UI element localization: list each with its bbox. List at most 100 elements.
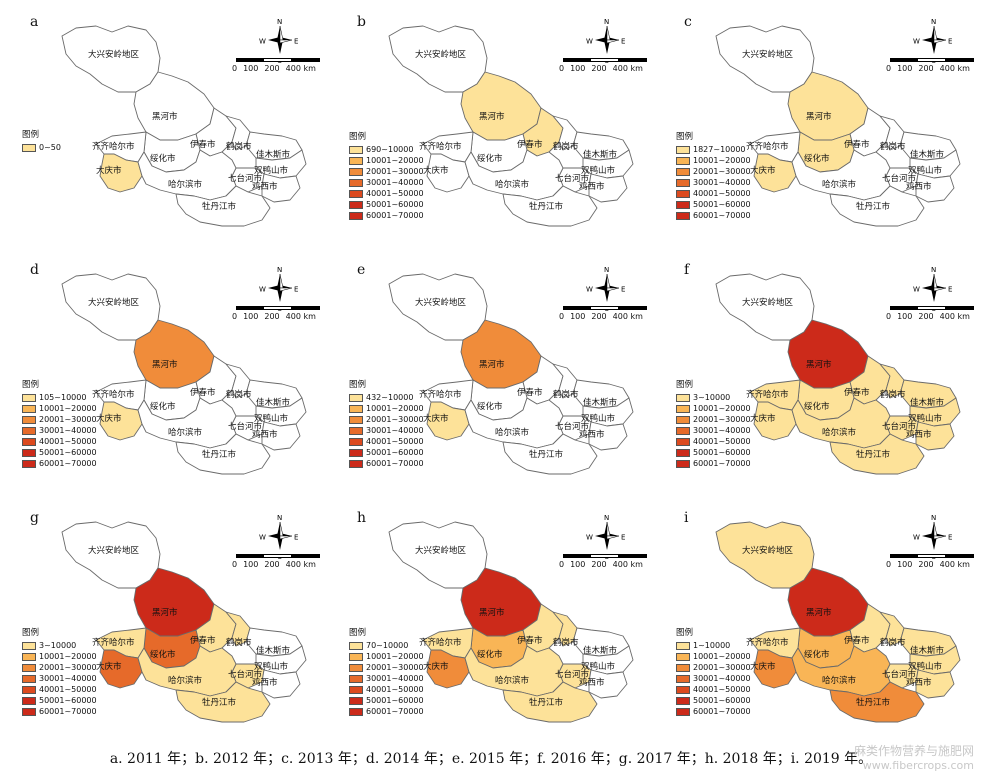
scale-labels: 0 100 200 400 km bbox=[232, 64, 322, 73]
legend-label: 40001~50000 bbox=[39, 685, 97, 694]
city-label-jixi: 鸡西市 bbox=[252, 182, 278, 192]
watermark: 麻类作物营养与施肥网 www.fibercrops.com bbox=[854, 742, 974, 772]
legend-item: 30001~40000 bbox=[22, 673, 97, 684]
legend-label: 50001~60000 bbox=[39, 696, 97, 705]
scale-bar: 0 100 200 400 km bbox=[232, 306, 320, 328]
region-mudanjiang bbox=[829, 433, 925, 475]
city-label-daxinganling: 大兴安岭地区 bbox=[742, 546, 794, 556]
city-label-daqing: 大庆市 bbox=[750, 166, 776, 176]
legend-swatch bbox=[349, 437, 363, 446]
legend-item: 1827~10000 bbox=[676, 144, 751, 155]
scale-bar: 0 100 200 400 km bbox=[232, 58, 320, 80]
legend-label: 30001~40000 bbox=[39, 426, 97, 435]
city-label-heihe: 黑河市 bbox=[806, 608, 832, 618]
city-label-jixi: 鸡西市 bbox=[579, 430, 605, 440]
region-hegang bbox=[552, 611, 578, 647]
city-label-daqing: 大庆市 bbox=[96, 414, 122, 424]
compass-e: E bbox=[294, 534, 298, 542]
legend-label: 3~10000 bbox=[39, 641, 77, 650]
legend-label: 20001~30000 bbox=[693, 415, 751, 424]
legend-label: 20001~30000 bbox=[39, 663, 97, 672]
scale-label: 100 bbox=[570, 312, 586, 321]
legend-item: 40001~50000 bbox=[349, 684, 424, 695]
scale-label: 0 bbox=[232, 312, 238, 321]
legend-label: 50001~60000 bbox=[693, 200, 751, 209]
city-label-heihe: 黑河市 bbox=[152, 112, 178, 122]
region-hegang bbox=[879, 611, 905, 647]
map-panel-f: 大兴安岭地区 黑河市 齐齐哈尔市 绥化市 伊春市 鹤岗市 佳木斯市 双鸭山市 七台河市 鸡西市 大庆… bbox=[654, 248, 981, 493]
scale-bar: 0 100 200 400 km bbox=[559, 306, 647, 328]
legend-swatch bbox=[676, 156, 690, 165]
city-label-heihe: 黑河市 bbox=[152, 360, 178, 370]
legend-label: 30001~40000 bbox=[693, 426, 751, 435]
city-label-jiamusi: 佳木斯市 bbox=[910, 150, 945, 160]
compass-w: W bbox=[913, 286, 920, 294]
legend-swatch bbox=[22, 143, 36, 152]
city-label-suihua: 绥化市 bbox=[150, 154, 176, 164]
region-jixi bbox=[261, 421, 301, 451]
region-daqing bbox=[753, 649, 797, 689]
legend-swatch bbox=[349, 674, 363, 683]
map-legend: 图例 1827~10000 10001~20000 20001~30000 30001~… bbox=[676, 130, 751, 221]
legend-item: 0~50 bbox=[22, 142, 61, 153]
region-daqing bbox=[426, 401, 470, 441]
scale-label: 200 bbox=[918, 64, 934, 73]
scale-label: 0 bbox=[559, 312, 565, 321]
legend-item: 50001~60000 bbox=[676, 447, 751, 458]
city-label-daxinganling: 大兴安岭地区 bbox=[742, 298, 794, 308]
city-label-mudanjiang: 牡丹江市 bbox=[202, 202, 237, 212]
legend-item: 40001~50000 bbox=[676, 188, 751, 199]
city-label-yichun: 伊春市 bbox=[517, 140, 543, 150]
legend-item: 30001~40000 bbox=[676, 177, 751, 188]
scale-label: 200 bbox=[591, 312, 607, 321]
legend-label: 30001~40000 bbox=[366, 674, 424, 683]
legend-item: 20001~30000 bbox=[349, 414, 424, 425]
legend-item: 10001~20000 bbox=[676, 651, 751, 662]
city-label-daqing: 大庆市 bbox=[750, 662, 776, 672]
scale-label: 200 bbox=[918, 560, 934, 569]
region-haerbin bbox=[791, 149, 891, 201]
legend-swatch bbox=[22, 393, 36, 402]
legend-label: 10001~20000 bbox=[39, 404, 97, 413]
legend-label: 1827~10000 bbox=[693, 145, 746, 154]
legend-item: 60001~70000 bbox=[349, 458, 424, 469]
city-label-haerbin: 哈尔滨市 bbox=[168, 180, 203, 190]
city-label-qiqihaer: 齐齐哈尔市 bbox=[92, 142, 135, 152]
legend-item: 50001~60000 bbox=[349, 695, 424, 706]
city-label-mudanjiang: 牡丹江市 bbox=[529, 698, 564, 708]
panel-letter: e bbox=[357, 262, 366, 278]
legend-item: 20001~30000 bbox=[22, 414, 97, 425]
city-label-shuangyashan: 双鸭山市 bbox=[581, 166, 616, 176]
city-label-shuangyashan: 双鸭山市 bbox=[254, 166, 289, 176]
scale-bar-line bbox=[236, 58, 320, 62]
city-label-jixi: 鸡西市 bbox=[906, 430, 932, 440]
map-svg bbox=[61, 521, 307, 723]
region-jixi bbox=[261, 173, 301, 203]
city-label-daqing: 大庆市 bbox=[423, 662, 449, 672]
region-hegang bbox=[225, 115, 251, 151]
legend-swatch bbox=[676, 652, 690, 661]
legend-item: 60001~70000 bbox=[22, 458, 97, 469]
city-label-haerbin: 哈尔滨市 bbox=[495, 428, 530, 438]
legend-swatch bbox=[676, 663, 690, 672]
city-label-heihe: 黑河市 bbox=[479, 360, 505, 370]
city-label-hegang: 鹤岗市 bbox=[226, 390, 252, 400]
scale-labels: 0 100 200 400 km bbox=[232, 560, 322, 569]
legend-label: 60001~70000 bbox=[693, 211, 751, 220]
legend-swatch bbox=[349, 426, 363, 435]
city-label-daxinganling: 大兴安岭地区 bbox=[415, 50, 467, 60]
legend-label: 30001~40000 bbox=[366, 178, 424, 187]
region-jixi bbox=[588, 669, 628, 699]
city-label-hegang: 鹤岗市 bbox=[553, 390, 579, 400]
map-svg bbox=[61, 25, 307, 227]
city-label-qitaihe: 七台河市 bbox=[228, 422, 263, 432]
city-label-jixi: 鸡西市 bbox=[252, 678, 278, 688]
city-label-daqing: 大庆市 bbox=[423, 414, 449, 424]
legend-label: 10001~20000 bbox=[366, 652, 424, 661]
legend-item: 690~10000 bbox=[349, 144, 424, 155]
city-label-daqing: 大庆市 bbox=[750, 414, 776, 424]
scale-bar-line bbox=[236, 554, 320, 558]
city-label-jiamusi: 佳木斯市 bbox=[256, 398, 291, 408]
legend-label: 60001~70000 bbox=[39, 707, 97, 716]
scale-label: 200 bbox=[264, 560, 280, 569]
